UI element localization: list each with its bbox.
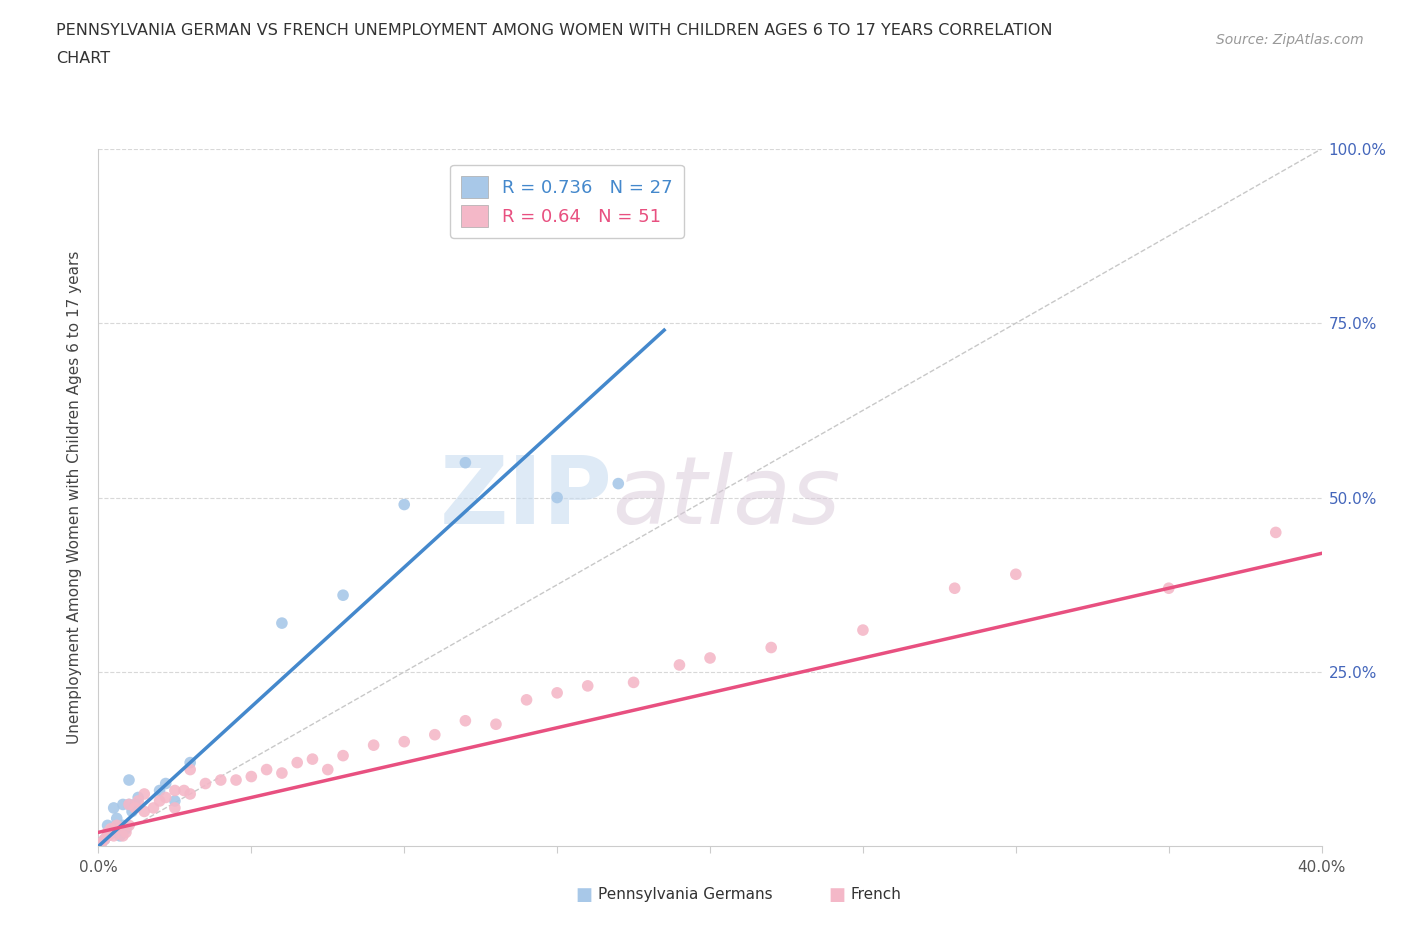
Point [163, 793, 186, 808]
Text: French: French [851, 887, 901, 902]
Point [516, 692, 538, 708]
Point [93, 832, 115, 847]
Point [103, 829, 125, 844]
Point [943, 580, 966, 596]
Point [111, 829, 134, 844]
Point [127, 790, 149, 805]
Point [93, 832, 115, 847]
Point [108, 821, 131, 836]
Point [316, 763, 339, 777]
Point [97, 829, 120, 844]
Point [179, 787, 201, 802]
Point [1157, 580, 1180, 596]
Point [546, 490, 568, 505]
Point [111, 818, 134, 833]
Point [108, 829, 131, 844]
Point [90, 835, 112, 850]
Text: Pennsylvania Germans: Pennsylvania Germans [598, 887, 772, 902]
Point [105, 818, 128, 833]
Point [124, 801, 146, 816]
Point [155, 790, 177, 805]
Point [103, 821, 125, 836]
Point [363, 737, 385, 752]
Point [155, 776, 177, 790]
Point [111, 797, 134, 812]
Y-axis label: Unemployment Among Women with Children Ages 6 to 17 years: Unemployment Among Women with Children A… [67, 251, 83, 744]
Point [454, 713, 477, 728]
Text: ■: ■ [828, 885, 845, 904]
Point [301, 751, 323, 766]
Point [149, 793, 172, 808]
Point [852, 623, 875, 638]
Point [546, 685, 568, 700]
Point [142, 801, 165, 816]
Point [256, 763, 278, 777]
Text: atlas: atlas [612, 452, 841, 543]
Point [1004, 567, 1026, 582]
Point [115, 825, 138, 840]
Point [100, 825, 122, 840]
Text: ZIP: ZIP [439, 452, 612, 543]
Point [134, 787, 156, 802]
Point [118, 773, 141, 788]
Point [105, 811, 128, 826]
Point [103, 801, 125, 816]
Point [194, 776, 217, 790]
Point [1264, 525, 1286, 540]
Text: CHART: CHART [56, 51, 110, 66]
Point [285, 755, 308, 770]
Legend: R = 0.736   N = 27, R = 0.64   N = 51: R = 0.736 N = 27, R = 0.64 N = 51 [450, 165, 683, 238]
Point [240, 769, 263, 784]
Point [699, 651, 721, 666]
Point [392, 735, 416, 750]
Point [90, 835, 112, 850]
Point [668, 658, 690, 672]
Point [124, 797, 146, 812]
Point [149, 783, 172, 798]
Point [118, 818, 141, 833]
Point [163, 801, 186, 816]
Point [127, 793, 149, 808]
Point [332, 588, 354, 603]
Text: ■: ■ [575, 885, 592, 904]
Point [225, 773, 247, 788]
Text: Source: ZipAtlas.com: Source: ZipAtlas.com [1216, 33, 1364, 46]
Point [179, 763, 201, 777]
Point [179, 755, 201, 770]
Point [121, 804, 143, 819]
Point [163, 783, 186, 798]
Point [270, 616, 292, 631]
Point [485, 717, 508, 732]
Point [423, 727, 446, 742]
Point [209, 773, 232, 788]
Point [576, 679, 599, 694]
Point [607, 476, 630, 491]
Point [759, 640, 782, 655]
Point [97, 829, 120, 844]
Text: PENNSYLVANIA GERMAN VS FRENCH UNEMPLOYMENT AMONG WOMEN WITH CHILDREN AGES 6 TO 1: PENNSYLVANIA GERMAN VS FRENCH UNEMPLOYME… [56, 23, 1053, 38]
Point [270, 765, 292, 780]
Point [332, 748, 354, 763]
Point [100, 821, 122, 836]
Point [118, 797, 141, 812]
Point [173, 783, 195, 798]
Point [623, 675, 645, 690]
Point [134, 804, 156, 819]
Point [392, 498, 416, 512]
Point [115, 821, 138, 836]
Point [97, 825, 120, 840]
Point [454, 456, 477, 471]
Point [97, 818, 120, 833]
Point [118, 797, 141, 812]
